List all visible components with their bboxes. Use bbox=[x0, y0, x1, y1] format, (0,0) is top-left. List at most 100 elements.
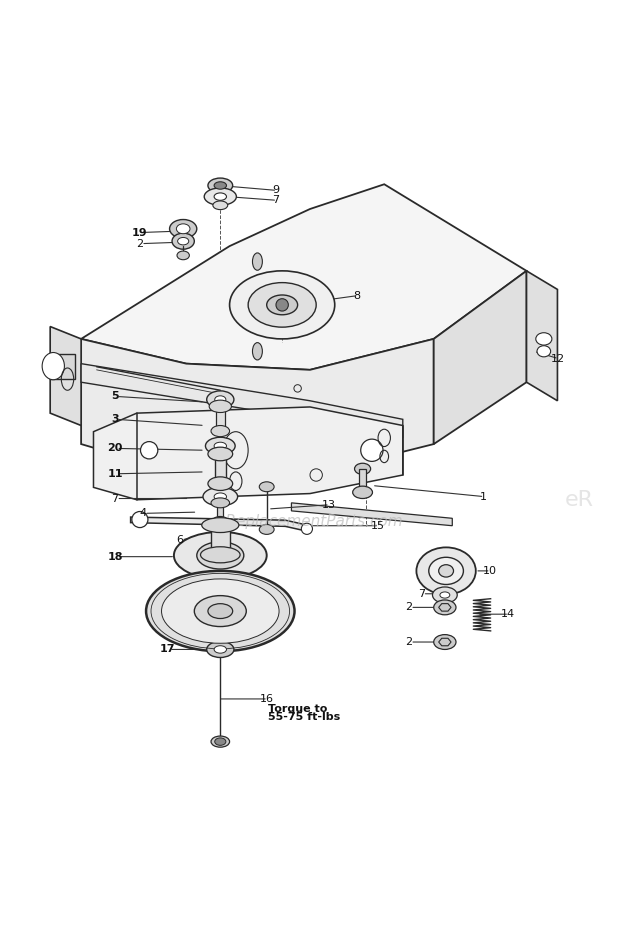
Polygon shape bbox=[434, 271, 526, 444]
Text: 7: 7 bbox=[418, 589, 425, 598]
Ellipse shape bbox=[439, 564, 453, 577]
Ellipse shape bbox=[215, 738, 226, 746]
Ellipse shape bbox=[205, 437, 235, 455]
Bar bbox=[216, 407, 225, 431]
Ellipse shape bbox=[203, 487, 237, 506]
Ellipse shape bbox=[434, 635, 456, 650]
Ellipse shape bbox=[429, 558, 463, 584]
Text: 2: 2 bbox=[405, 637, 412, 647]
Ellipse shape bbox=[434, 600, 456, 615]
Ellipse shape bbox=[214, 442, 226, 449]
Circle shape bbox=[132, 511, 148, 527]
Ellipse shape bbox=[355, 464, 371, 474]
Ellipse shape bbox=[536, 332, 552, 345]
Text: 2: 2 bbox=[405, 602, 412, 613]
Polygon shape bbox=[291, 503, 452, 525]
Text: 13: 13 bbox=[322, 500, 335, 510]
Ellipse shape bbox=[212, 517, 228, 526]
Text: 3: 3 bbox=[112, 414, 119, 425]
Ellipse shape bbox=[202, 518, 239, 533]
Ellipse shape bbox=[162, 579, 279, 643]
Ellipse shape bbox=[214, 181, 226, 189]
Polygon shape bbox=[439, 638, 451, 646]
Ellipse shape bbox=[214, 646, 226, 654]
Ellipse shape bbox=[206, 390, 234, 408]
Ellipse shape bbox=[229, 271, 335, 339]
Bar bbox=[217, 503, 223, 522]
Text: 4: 4 bbox=[140, 508, 146, 519]
Text: 55-75 ft-lbs: 55-75 ft-lbs bbox=[268, 712, 340, 723]
Ellipse shape bbox=[417, 547, 476, 595]
Ellipse shape bbox=[209, 400, 231, 412]
Ellipse shape bbox=[204, 188, 236, 205]
Polygon shape bbox=[131, 517, 310, 532]
Ellipse shape bbox=[248, 282, 316, 327]
Text: 15: 15 bbox=[371, 521, 385, 531]
Text: 16: 16 bbox=[260, 694, 273, 704]
Text: 17: 17 bbox=[160, 644, 175, 655]
Ellipse shape bbox=[208, 447, 232, 461]
Ellipse shape bbox=[537, 346, 551, 357]
Polygon shape bbox=[439, 603, 451, 611]
Text: 12: 12 bbox=[551, 353, 564, 364]
Text: 7: 7 bbox=[272, 196, 280, 205]
Text: 14: 14 bbox=[501, 609, 515, 619]
Ellipse shape bbox=[211, 736, 229, 748]
Ellipse shape bbox=[194, 596, 246, 627]
Circle shape bbox=[276, 298, 288, 311]
Text: eReplacementParts.com: eReplacementParts.com bbox=[216, 514, 404, 529]
Text: 5: 5 bbox=[112, 391, 119, 402]
Text: 11: 11 bbox=[107, 468, 123, 479]
Ellipse shape bbox=[177, 251, 189, 259]
Polygon shape bbox=[526, 271, 557, 401]
Circle shape bbox=[301, 523, 312, 535]
Circle shape bbox=[141, 442, 158, 459]
Ellipse shape bbox=[211, 426, 229, 437]
Bar bbox=[213, 532, 227, 581]
Ellipse shape bbox=[170, 219, 197, 238]
Ellipse shape bbox=[214, 493, 226, 501]
Ellipse shape bbox=[206, 641, 234, 657]
Ellipse shape bbox=[208, 178, 232, 193]
Polygon shape bbox=[50, 327, 81, 426]
Ellipse shape bbox=[177, 238, 188, 245]
Polygon shape bbox=[81, 364, 403, 438]
Ellipse shape bbox=[209, 549, 231, 561]
Ellipse shape bbox=[211, 498, 229, 508]
Ellipse shape bbox=[267, 295, 298, 314]
Ellipse shape bbox=[214, 193, 226, 200]
Text: 18: 18 bbox=[107, 552, 123, 561]
Ellipse shape bbox=[433, 587, 457, 603]
Text: 1: 1 bbox=[480, 492, 487, 502]
Text: eR: eR bbox=[565, 490, 593, 510]
Text: 7: 7 bbox=[112, 493, 118, 504]
Bar bbox=[360, 468, 366, 494]
Polygon shape bbox=[94, 407, 403, 500]
Ellipse shape bbox=[208, 477, 232, 490]
Ellipse shape bbox=[353, 486, 373, 499]
Ellipse shape bbox=[172, 233, 194, 249]
Polygon shape bbox=[50, 354, 75, 379]
Polygon shape bbox=[81, 184, 526, 370]
Polygon shape bbox=[81, 339, 434, 475]
Ellipse shape bbox=[197, 542, 244, 569]
Text: 9: 9 bbox=[272, 185, 280, 196]
Text: 6: 6 bbox=[177, 535, 184, 545]
Ellipse shape bbox=[259, 482, 274, 492]
Ellipse shape bbox=[440, 592, 450, 598]
Text: 2: 2 bbox=[136, 238, 143, 249]
Bar bbox=[211, 525, 229, 555]
Ellipse shape bbox=[252, 253, 262, 270]
Ellipse shape bbox=[174, 532, 267, 579]
Circle shape bbox=[361, 439, 383, 462]
Ellipse shape bbox=[252, 343, 262, 360]
Ellipse shape bbox=[42, 352, 64, 380]
Ellipse shape bbox=[176, 224, 190, 234]
Text: 20: 20 bbox=[107, 444, 123, 453]
Text: 19: 19 bbox=[132, 227, 148, 238]
Bar bbox=[215, 454, 226, 484]
Ellipse shape bbox=[213, 201, 228, 210]
Text: Torque to: Torque to bbox=[268, 704, 327, 713]
Ellipse shape bbox=[200, 547, 240, 562]
Text: 10: 10 bbox=[482, 566, 497, 576]
